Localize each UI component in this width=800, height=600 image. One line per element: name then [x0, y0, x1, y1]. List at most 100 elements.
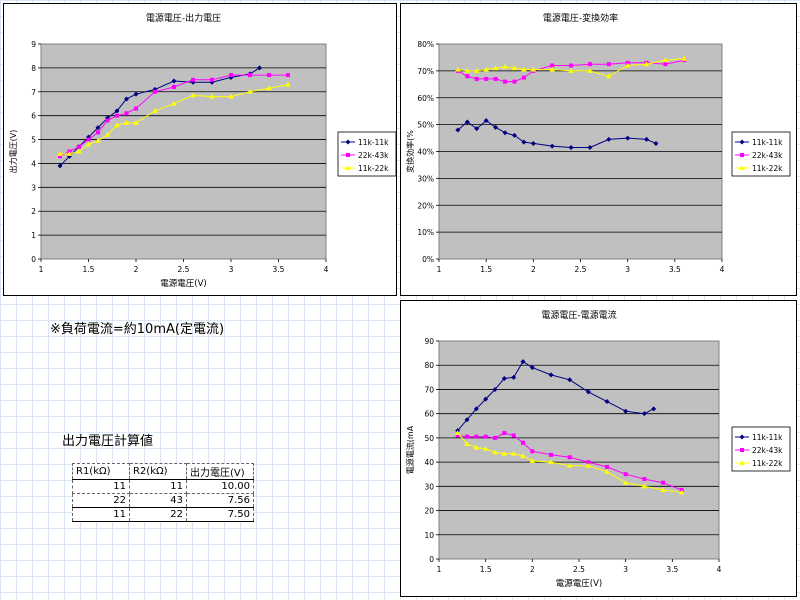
data-point — [662, 57, 669, 63]
cell-vout: 10.00 — [186, 479, 254, 494]
data-point — [152, 108, 158, 113]
legend-marker — [739, 460, 745, 465]
data-point — [482, 445, 489, 451]
data-point — [606, 73, 612, 79]
calc-table-title: 出力電圧計算値 — [62, 434, 154, 449]
data-point — [228, 93, 234, 99]
data-point — [77, 144, 81, 149]
data-point — [586, 460, 591, 465]
data-point — [663, 62, 668, 67]
y-tick-label: 0 — [429, 555, 434, 564]
y-tick-label: 90 — [424, 337, 434, 346]
data-point — [521, 66, 527, 72]
data-point — [267, 73, 271, 78]
data-point — [96, 130, 100, 135]
y-tick-label: 70 — [424, 385, 434, 394]
y-tick-label: 80% — [417, 40, 434, 49]
y-tick-label: 2 — [31, 207, 36, 216]
data-point — [550, 63, 555, 68]
y-tick-label: 30% — [417, 174, 434, 183]
data-point — [549, 66, 555, 72]
data-point — [85, 141, 92, 147]
x-tick-label: 4 — [324, 265, 329, 274]
y-tick-label: 30 — [424, 482, 434, 491]
data-point — [115, 113, 119, 118]
y-tick-label: 0 — [31, 255, 36, 264]
data-point — [530, 449, 535, 454]
data-point — [105, 118, 110, 123]
data-point — [455, 433, 460, 438]
data-point — [521, 440, 525, 445]
y-tick-label: 8 — [31, 64, 36, 73]
legend: 11k-11k 22k-43k 11k-22k — [731, 426, 791, 472]
data-point — [653, 140, 659, 146]
legend: 11k-11k 22k-43k 11k-22k — [731, 131, 791, 177]
data-point — [587, 144, 593, 150]
y-tick-label: 7 — [31, 88, 36, 97]
data-point — [95, 125, 101, 131]
legend-marker — [345, 165, 351, 170]
data-point — [568, 144, 574, 150]
data-point — [501, 376, 507, 382]
data-point — [123, 120, 130, 125]
header-r2: R2(kΩ) — [129, 463, 187, 480]
data-point — [474, 126, 480, 132]
data-point — [567, 377, 573, 383]
x-tick-label: 1 — [437, 565, 442, 574]
data-point — [501, 450, 508, 456]
y-axis-label: 出力電圧(V) — [8, 130, 18, 174]
data-point — [622, 479, 629, 485]
data-point — [57, 151, 63, 156]
data-point — [548, 459, 554, 465]
legend-label: 11k-11k — [358, 138, 389, 147]
data-point — [171, 78, 177, 84]
x-tick-label: 1.5 — [480, 565, 492, 574]
calc-table: R1(kΩ) R2(kΩ) 出力電圧(V) 11 11 10.00 22 43 … — [72, 463, 254, 522]
data-point — [520, 453, 526, 459]
data-point — [511, 433, 516, 438]
y-tick-label: 70% — [417, 67, 434, 76]
data-point — [529, 365, 535, 371]
x-tick-label: 2.5 — [178, 265, 190, 274]
legend: 11k-11k 22k-43k 11k-22k — [337, 131, 397, 177]
chart-supply-current: 電源電圧-電源電流 0 10 20 30 40 50 60 70 80 90 1 1.5 2 2.5 3 3.5… — [400, 300, 797, 597]
data-point — [124, 96, 129, 102]
x-tick-label: 2 — [531, 265, 536, 274]
x-tick-label: 4 — [717, 565, 722, 574]
load-current-note: ※負荷電流=約10mA(定電流) — [50, 322, 225, 337]
y-tick-label: 40% — [417, 148, 434, 157]
data-point — [567, 455, 572, 460]
data-point — [210, 77, 214, 82]
data-point — [493, 435, 497, 440]
x-tick-label: 2 — [530, 565, 535, 574]
data-point — [248, 73, 252, 78]
data-point — [643, 61, 650, 67]
data-point — [104, 131, 111, 137]
data-point — [512, 79, 517, 84]
data-point — [568, 68, 574, 73]
data-point — [569, 63, 574, 68]
data-point — [660, 487, 666, 492]
data-point — [465, 74, 470, 79]
data-point — [678, 489, 685, 495]
data-point — [520, 359, 526, 365]
legend-label: 22k-43k — [752, 151, 783, 160]
data-point — [641, 483, 648, 489]
data-point — [511, 132, 517, 138]
header-vout: 出力電圧(V) — [186, 463, 254, 480]
data-point — [642, 477, 647, 482]
data-point — [521, 139, 527, 145]
cell-r1: 22 — [72, 493, 130, 508]
legend-label: 11k-11k — [752, 433, 783, 442]
x-tick-label: 1.5 — [480, 265, 492, 274]
table-row: 11 11 10.00 — [72, 479, 254, 494]
data-point — [483, 396, 489, 402]
data-point — [492, 449, 498, 455]
y-tick-label: 6 — [31, 112, 36, 121]
data-point — [473, 444, 480, 450]
legend-label: 11k-22k — [752, 459, 783, 468]
data-point — [114, 122, 120, 128]
cell-r2: 11 — [129, 479, 187, 494]
y-axis-label: 変換効率(% — [405, 130, 415, 173]
